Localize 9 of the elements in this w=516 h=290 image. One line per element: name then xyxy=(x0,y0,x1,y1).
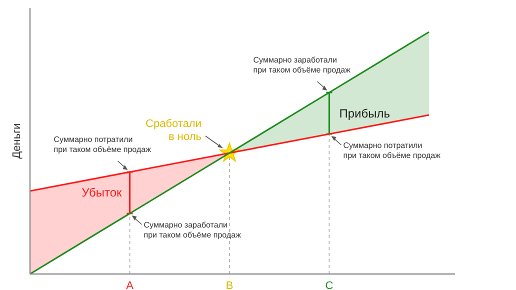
annotation: Суммарно заработали при таком объёме продаж xyxy=(253,56,352,74)
x-tick-label: B xyxy=(226,280,234,290)
x-tick-label: A xyxy=(126,280,134,290)
y-axis-title: Деньги xyxy=(11,123,23,159)
annotation: Прибыль xyxy=(339,106,390,120)
annotation: Убыток xyxy=(82,186,122,200)
annotation: Суммарно заработали при таком объёме продаж xyxy=(144,220,242,240)
annotation: Суммарно потратили при таком объёме продаж xyxy=(343,141,442,160)
x-tick-label: C xyxy=(325,280,334,290)
